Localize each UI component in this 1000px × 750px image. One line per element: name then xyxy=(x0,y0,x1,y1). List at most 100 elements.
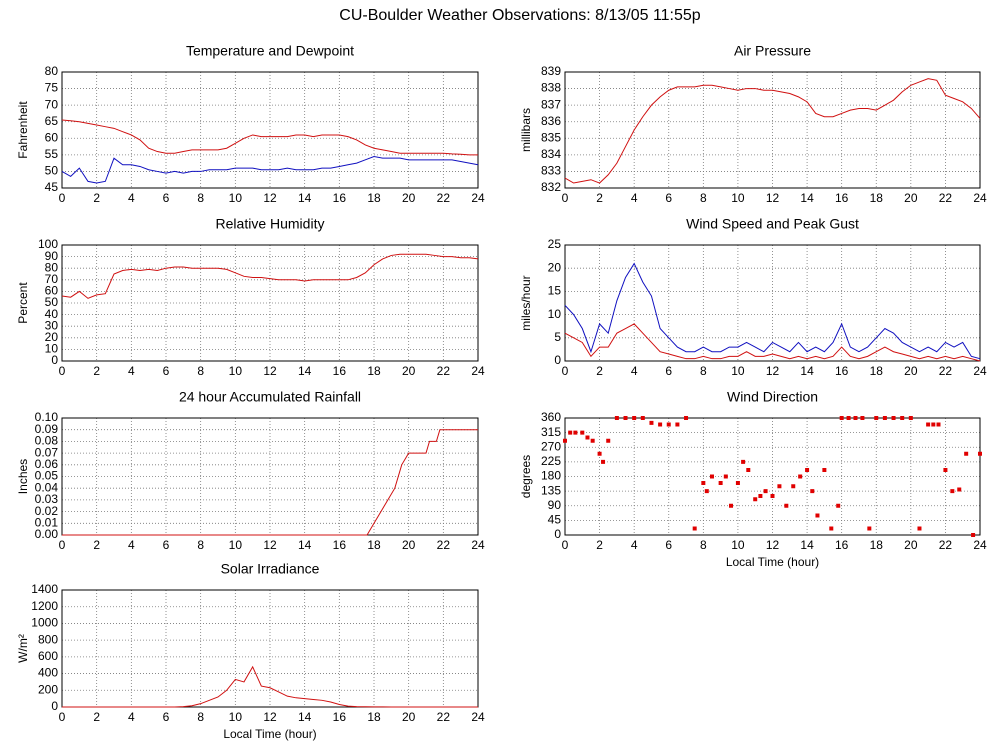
y-tick-label: 0.10 xyxy=(35,410,59,424)
y-tick-label: 0.07 xyxy=(35,445,59,459)
scatter-point xyxy=(568,430,573,435)
x-tick-label: 20 xyxy=(402,710,416,724)
y-tick-label: 20 xyxy=(45,330,59,344)
y-tick-label: 835 xyxy=(541,130,561,144)
x-tick-label: 4 xyxy=(631,191,638,205)
scatter-point xyxy=(950,489,955,494)
x-tick-label: 12 xyxy=(263,364,277,378)
y-tick-label: 0 xyxy=(554,353,561,367)
y-tick-label: 0.05 xyxy=(35,469,59,483)
panel-title: Temperature and Dewpoint xyxy=(186,43,354,59)
y-tick-label: 180 xyxy=(541,469,561,483)
y-tick-label: 0.03 xyxy=(35,492,59,506)
series-line xyxy=(61,155,479,184)
scatter-point xyxy=(563,438,567,443)
x-tick-label: 4 xyxy=(128,191,135,205)
x-tick-label: 10 xyxy=(731,191,745,205)
x-tick-label: 2 xyxy=(596,538,603,552)
x-tick-label: 16 xyxy=(333,538,347,552)
y-tick-label: 832 xyxy=(541,180,561,194)
y-tick-label: 0.06 xyxy=(35,457,59,471)
scatter-point xyxy=(758,494,763,498)
chart-panel: Air Pressure millibars 832 833 834 835 836 837 8… xyxy=(519,43,987,205)
scatter-point xyxy=(943,468,948,472)
y-tick-label: 270 xyxy=(541,439,561,453)
y-tick-label: 100 xyxy=(38,237,58,251)
scatter-point xyxy=(580,430,585,435)
y-tick-label: 50 xyxy=(45,295,59,309)
x-tick-label: 12 xyxy=(766,191,780,205)
x-axis-label: Local Time (hour) xyxy=(223,727,316,741)
x-tick-label: 2 xyxy=(93,710,100,724)
scatter-point xyxy=(658,422,663,427)
scatter-point xyxy=(718,481,723,485)
y-tick-label: 25 xyxy=(548,237,562,251)
chart-panel: Relative HumidityPercent0102030405060708… xyxy=(16,216,485,378)
x-tick-label: 6 xyxy=(665,364,672,378)
y-tick-label: 0.08 xyxy=(35,434,59,448)
x-tick-label: 14 xyxy=(800,364,814,378)
y-tick-label: 45 xyxy=(45,180,59,194)
x-tick-label: 24 xyxy=(973,191,987,205)
scatter-point xyxy=(839,416,844,420)
scatter-point xyxy=(606,438,611,443)
y-tick-label: 80 xyxy=(45,64,59,78)
chart-panel: 24 hour Accumulated RainfallInches0.000.… xyxy=(16,389,485,552)
x-tick-label: 14 xyxy=(800,191,814,205)
y-tick-label: 836 xyxy=(541,114,561,128)
x-tick-label: 18 xyxy=(367,538,381,552)
panel-title: Relative Humidity xyxy=(216,216,325,232)
scatter-point xyxy=(709,474,714,479)
x-tick-label: 6 xyxy=(163,538,170,552)
x-tick-label: 24 xyxy=(471,191,485,205)
x-tick-label: 18 xyxy=(870,538,884,552)
scatter-point xyxy=(753,497,758,502)
scatter-point xyxy=(836,503,841,508)
y-axis-label: miles/hour xyxy=(519,275,533,330)
scatter-point xyxy=(614,416,619,420)
scatter-point xyxy=(777,484,782,489)
scatter-point xyxy=(692,526,697,531)
x-tick-label: 20 xyxy=(904,191,918,205)
panel-title: Wind Speed and Peak Gust xyxy=(686,216,859,232)
x-tick-label: 22 xyxy=(939,538,953,552)
x-tick-label: 4 xyxy=(128,538,135,552)
panel-title: Air Pressure xyxy=(734,43,811,59)
y-tick-label: 1000 xyxy=(31,616,58,630)
scatter-point xyxy=(810,489,815,494)
y-tick-label: 0 xyxy=(51,353,58,367)
y-axis-label: W/m² xyxy=(16,634,30,663)
x-tick-label: 8 xyxy=(700,538,707,552)
plot-frame xyxy=(61,71,479,189)
scatter-point xyxy=(585,435,590,440)
x-tick-label: 12 xyxy=(766,538,780,552)
x-tick-label: 24 xyxy=(973,364,987,378)
x-tick-label: 18 xyxy=(870,364,884,378)
y-tick-label: 20 xyxy=(548,260,562,274)
scatter-point xyxy=(684,416,689,420)
y-tick-label: 50 xyxy=(45,164,59,178)
y-tick-label: 225 xyxy=(541,454,561,468)
scatter-point xyxy=(874,416,879,420)
scatter-point xyxy=(704,489,709,494)
scatter-point xyxy=(590,438,595,443)
x-tick-label: 14 xyxy=(800,538,814,552)
x-tick-label: 2 xyxy=(93,191,100,205)
x-tick-label: 2 xyxy=(596,191,603,205)
x-tick-label: 22 xyxy=(437,364,451,378)
y-tick-label: 360 xyxy=(541,410,561,424)
y-tick-label: 30 xyxy=(45,318,59,332)
x-tick-label: 4 xyxy=(128,364,135,378)
y-tick-label: 45 xyxy=(548,513,562,527)
x-tick-label: 12 xyxy=(263,710,277,724)
x-tick-label: 16 xyxy=(835,191,849,205)
scatter-point xyxy=(649,420,654,425)
scatter-point xyxy=(846,416,851,420)
x-tick-label: 2 xyxy=(596,364,603,378)
y-tick-label: 70 xyxy=(45,97,59,111)
scatter-point xyxy=(917,526,922,531)
y-tick-label: 837 xyxy=(541,97,561,111)
series-line xyxy=(564,78,981,184)
